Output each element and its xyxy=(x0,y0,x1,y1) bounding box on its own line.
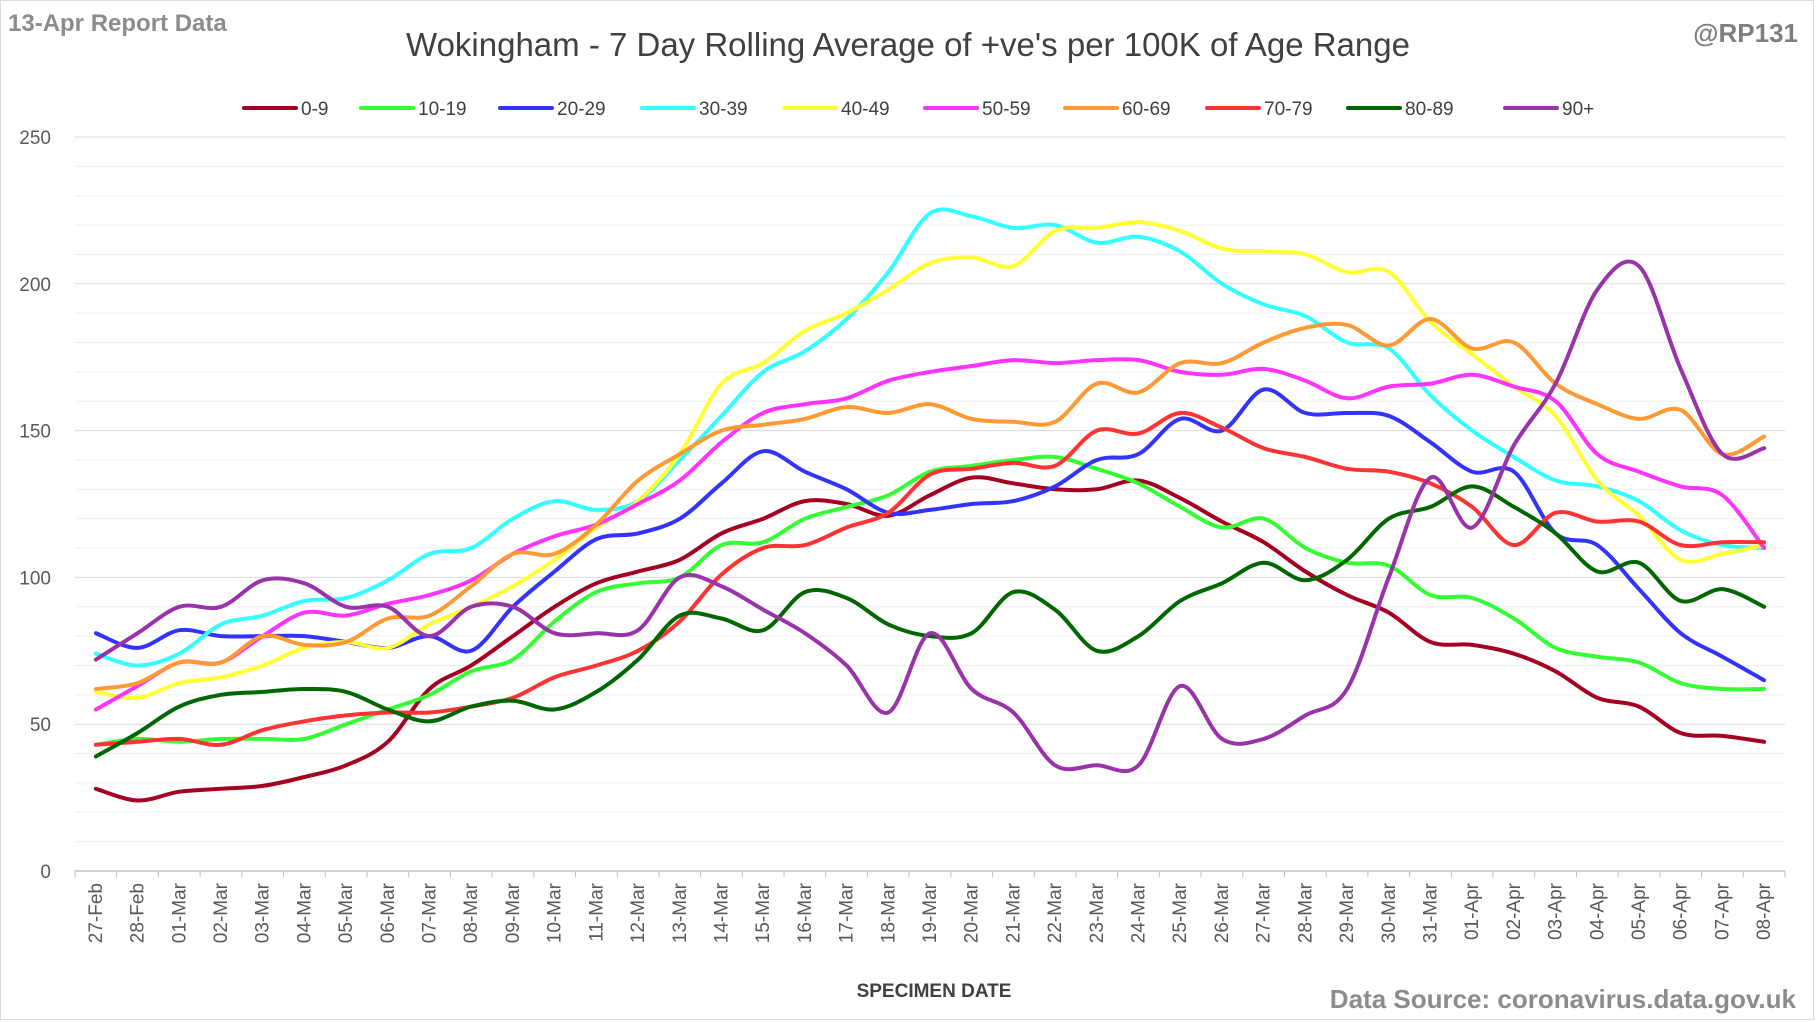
y-tick-label: 0 xyxy=(40,862,51,883)
series-line-80-89 xyxy=(93,484,1767,759)
x-tick-label: 23-Mar xyxy=(1087,882,1108,943)
data-source-label: Data Source: coronavirus.data.gov.uk xyxy=(1329,984,1796,1014)
legend-label: 70-79 xyxy=(1264,99,1313,120)
x-tick-label: 27-Feb xyxy=(86,883,107,943)
x-tick-label: 17-Mar xyxy=(837,882,858,943)
x-tick-label: 08-Mar xyxy=(461,882,482,943)
x-tick-label: 21-Mar xyxy=(1003,882,1024,943)
series-line-70-79 xyxy=(93,410,1767,747)
series-line-10-19 xyxy=(93,454,1767,747)
x-tick-label: 18-Mar xyxy=(878,882,899,943)
x-tick-label: 16-Mar xyxy=(795,882,816,943)
x-tick-label: 24-Mar xyxy=(1129,882,1150,943)
x-tick-label: 26-Mar xyxy=(1212,882,1233,943)
legend-label: 50-59 xyxy=(982,99,1031,120)
x-tick-label: 25-Mar xyxy=(1170,882,1191,943)
legend-label: 10-19 xyxy=(418,99,467,120)
x-tick-label: 03-Apr xyxy=(1546,882,1567,940)
x-tick-label: 04-Apr xyxy=(1587,882,1608,940)
x-tick-label: 06-Apr xyxy=(1671,882,1692,940)
series-lines xyxy=(93,207,1767,803)
x-tick-label: 09-Mar xyxy=(503,882,524,943)
x-axis: 27-Feb 28-Feb 01-Mar 02-Mar 03-Mar 04-Mar 05-M… xyxy=(74,870,1786,943)
legend-label: 0-9 xyxy=(301,99,328,120)
x-tick-label: 29-Mar xyxy=(1337,882,1358,943)
x-tick-label: 01-Apr xyxy=(1462,882,1483,940)
series-line-90+ xyxy=(93,259,1767,774)
series-line-0-9 xyxy=(93,475,1767,803)
y-tick-label: 50 xyxy=(30,715,51,736)
series-line-30-39 xyxy=(93,207,1767,668)
y-tick-label: 100 xyxy=(19,568,51,589)
series-line-50-59 xyxy=(93,357,1767,712)
x-tick-label: 01-Mar xyxy=(169,882,190,943)
y-tick-label: 200 xyxy=(19,275,51,296)
x-tick-label: 04-Mar xyxy=(294,882,315,943)
x-tick-label: 05-Mar xyxy=(336,882,357,943)
x-tick-label: 15-Mar xyxy=(753,882,774,943)
legend-label: 90+ xyxy=(1562,99,1594,120)
x-tick-label: 22-Mar xyxy=(1045,882,1066,943)
legend-label: 60-69 xyxy=(1122,99,1171,120)
x-tick-label: 28-Mar xyxy=(1295,882,1316,943)
x-tick-label: 13-Mar xyxy=(670,882,691,943)
author-handle: @RP131 xyxy=(1693,18,1798,48)
x-tick-label: 11-Mar xyxy=(586,882,607,941)
x-tick-label: 28-Feb xyxy=(128,883,149,943)
x-tick-label: 30-Mar xyxy=(1379,882,1400,943)
x-tick-label: 12-Mar xyxy=(628,882,649,943)
x-tick-label: 10-Mar xyxy=(545,882,566,943)
series-line-60-69 xyxy=(93,316,1767,691)
x-tick-label: 14-Mar xyxy=(711,882,732,943)
x-tick-label: 08-Apr xyxy=(1754,882,1775,940)
gridlines xyxy=(75,136,1785,843)
x-tick-label: 02-Apr xyxy=(1504,882,1525,940)
x-tick-label: 07-Apr xyxy=(1712,882,1733,940)
x-tick-label: 31-Mar xyxy=(1420,882,1441,943)
x-tick-label: 27-Mar xyxy=(1254,882,1275,943)
series-line-40-49 xyxy=(93,220,1767,700)
y-tick-label: 250 xyxy=(19,128,51,149)
x-tick-label: 02-Mar xyxy=(211,882,232,943)
y-axis: 0 50 100 150 200 250 xyxy=(19,128,51,883)
legend-label: 80-89 xyxy=(1405,99,1454,120)
x-tick-label: 07-Mar xyxy=(420,882,441,943)
legend: 0-9 10-19 20-29 30-39 40-49 50-59 60-69 70-79 80… xyxy=(242,99,1594,120)
x-tick-label: 20-Mar xyxy=(962,882,983,943)
legend-label: 20-29 xyxy=(557,99,606,120)
x-tick-label: 19-Mar xyxy=(920,882,941,943)
x-tick-label: 06-Mar xyxy=(378,882,399,943)
report-date-label: 13-Apr Report Data xyxy=(8,10,227,37)
chart-title: Wokingham - 7 Day Rolling Average of +ve… xyxy=(406,26,1410,63)
legend-label: 30-39 xyxy=(699,99,748,120)
x-axis-title: SPECIMEN DATE xyxy=(857,981,1012,1002)
y-tick-label: 150 xyxy=(19,422,51,443)
x-tick-label: 03-Mar xyxy=(253,882,274,943)
legend-label: 40-49 xyxy=(841,99,890,120)
x-tick-label: 05-Apr xyxy=(1629,882,1650,940)
